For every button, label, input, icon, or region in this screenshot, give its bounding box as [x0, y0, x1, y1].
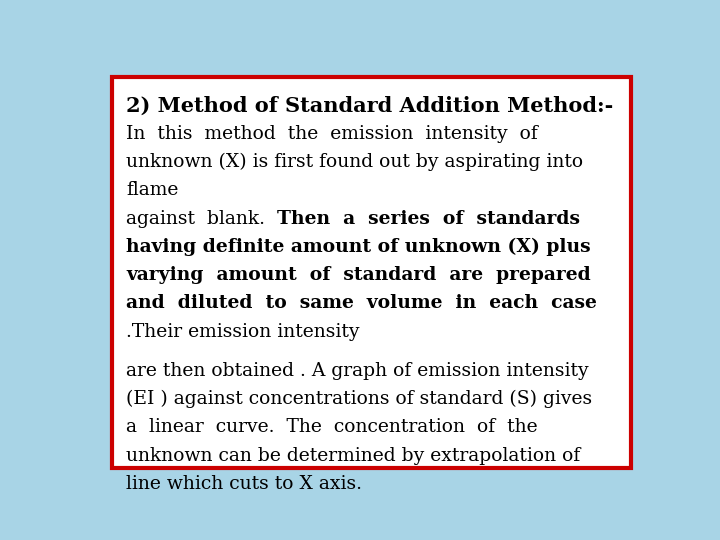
Text: a  linear  curve.  The  concentration  of  the: a linear curve. The concentration of the: [126, 418, 538, 436]
Text: Then  a  series  of  standards: Then a series of standards: [277, 210, 580, 228]
Text: are then obtained . A graph of emission intensity: are then obtained . A graph of emission …: [126, 362, 589, 380]
Text: In  this  method  the  emission  intensity  of: In this method the emission intensity of: [126, 125, 538, 143]
Text: and  diluted  to  same  volume  in  each  case: and diluted to same volume in each case: [126, 294, 597, 313]
Text: varying  amount  of  standard  are  prepared: varying amount of standard are prepared: [126, 266, 591, 284]
Text: line which cuts to X axis.: line which cuts to X axis.: [126, 475, 362, 493]
Text: 2) Method of Standard Addition Method:-: 2) Method of Standard Addition Method:-: [126, 96, 613, 116]
Text: unknown (X) is first found out by aspirating into: unknown (X) is first found out by aspira…: [126, 153, 583, 171]
Text: having definite amount of unknown (X) plus: having definite amount of unknown (X) pl…: [126, 238, 591, 256]
Text: against  blank.: against blank.: [126, 210, 277, 228]
Text: flame: flame: [126, 181, 179, 199]
Text: unknown can be determined by extrapolation of: unknown can be determined by extrapolati…: [126, 447, 580, 464]
FancyBboxPatch shape: [112, 77, 631, 468]
Text: .Their emission intensity: .Their emission intensity: [126, 323, 360, 341]
Text: (EI ) against concentrations of standard (S) gives: (EI ) against concentrations of standard…: [126, 390, 593, 408]
